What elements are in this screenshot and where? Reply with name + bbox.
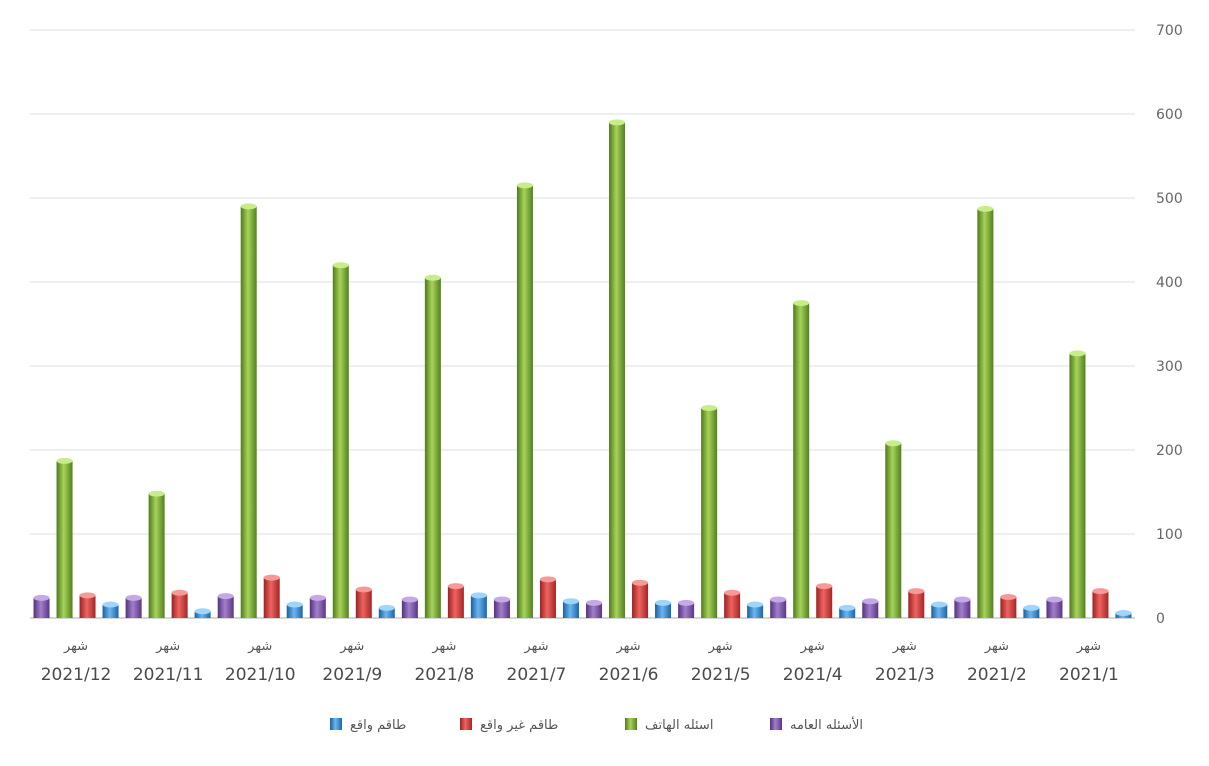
legend-label: اسئله الهاتف — [645, 718, 713, 733]
bar-phone-questions — [885, 440, 902, 618]
legend-label: طاقم غير واقع — [480, 718, 558, 733]
bar-staff-real — [562, 598, 579, 618]
bar-staff-not-real — [1000, 594, 1017, 618]
x-axis-labels: شهر 2021/1 شهر 2021/2 شهر 2021/3 شهر 2021/4 شهر 2… — [41, 639, 1119, 685]
legend-item: طاقم واقع — [330, 718, 406, 733]
bar-phone-questions — [56, 457, 73, 618]
y-tick-label: 200 — [1156, 443, 1183, 459]
x-tick-label-month: 2021/3 — [875, 665, 935, 685]
x-tick-label-prefix: شهر — [63, 639, 88, 654]
legend-item: اسئله الهاتف — [625, 718, 713, 733]
bar-phone-questions — [148, 490, 165, 618]
x-tick-label-month: 2021/4 — [783, 665, 843, 685]
x-tick-label-month: 2021/12 — [41, 665, 112, 685]
bar-phone-questions — [977, 205, 994, 619]
bar-staff-not-real — [816, 583, 833, 618]
x-tick-label-month: 2021/1 — [1059, 665, 1119, 685]
bar-staff-real — [747, 601, 764, 618]
bar-general-questions — [954, 596, 971, 618]
bar-staff-real — [1023, 604, 1040, 618]
y-tick-label: 700 — [1156, 23, 1183, 39]
bar-general-questions — [586, 599, 603, 618]
x-tick-label-prefix: شهر — [155, 639, 180, 654]
legend-swatch — [625, 718, 637, 730]
bars — [33, 119, 1132, 619]
x-tick-label-prefix: شهر — [431, 639, 456, 654]
bar-general-questions — [862, 598, 879, 618]
legend-label: طاقم واقع — [350, 718, 406, 733]
bar-staff-real — [839, 604, 856, 618]
x-tick-label-prefix: شهر — [892, 639, 917, 654]
x-tick-label-prefix: شهر — [800, 639, 825, 654]
x-tick-label-month: 2021/2 — [967, 665, 1027, 685]
y-tick-label: 100 — [1156, 527, 1183, 543]
bar-general-questions — [125, 594, 142, 618]
x-tick-label-prefix: شهر — [616, 639, 641, 654]
legend-item: طاقم غير واقع — [460, 718, 558, 733]
bar-general-questions — [309, 594, 326, 618]
bar-staff-not-real — [724, 589, 741, 618]
y-axis-ticks: 0 100 200 300 400 500 600 700 — [1156, 23, 1183, 627]
bar-staff-not-real — [908, 588, 925, 618]
bar-staff-not-real — [355, 586, 372, 618]
bar-phone-questions — [240, 203, 257, 618]
bar-general-questions — [678, 599, 695, 618]
legend-swatch — [460, 718, 472, 730]
bar-phone-questions — [793, 300, 810, 618]
x-tick-label-prefix: شهر — [1076, 639, 1101, 654]
y-tick-label: 500 — [1156, 191, 1183, 207]
bar-staff-not-real — [1092, 588, 1109, 618]
x-tick-label-month: 2021/6 — [599, 665, 659, 685]
bar-staff-not-real — [263, 574, 280, 618]
x-tick-label-month: 2021/9 — [322, 665, 382, 685]
bar-staff-not-real — [79, 592, 96, 618]
x-tick-label-month: 2021/8 — [414, 665, 474, 685]
x-tick-label-month: 2021/11 — [133, 665, 204, 685]
bar-phone-questions — [701, 405, 718, 618]
bar-staff-real — [194, 608, 211, 618]
x-tick-label-prefix: شهر — [247, 639, 272, 654]
gridlines — [30, 29, 1135, 619]
bar-staff-real — [378, 604, 395, 618]
bar-phone-questions — [424, 274, 441, 618]
x-tick-label-month: 2021/7 — [507, 665, 567, 685]
x-tick-label-month: 2021/5 — [691, 665, 751, 685]
bar-staff-real — [655, 599, 672, 618]
y-tick-label: 400 — [1156, 275, 1183, 291]
bar-staff-real — [931, 601, 948, 618]
bar-general-questions — [33, 594, 50, 618]
bar-phone-questions — [1069, 350, 1086, 618]
y-tick-label: 600 — [1156, 107, 1183, 123]
bar-staff-real — [1115, 609, 1132, 618]
bar-general-questions — [1046, 596, 1063, 618]
bar-phone-questions — [332, 262, 349, 618]
bar-staff-real — [470, 592, 487, 618]
y-tick-label: 0 — [1156, 611, 1165, 627]
bar-general-questions — [493, 596, 510, 618]
legend-item: الأسئله العامه — [770, 716, 863, 733]
bar-staff-real — [286, 601, 303, 618]
x-tick-label-month: 2021/10 — [225, 665, 296, 685]
legend-swatch — [770, 718, 782, 730]
x-tick-label-prefix: شهر — [984, 639, 1009, 654]
bar-staff-not-real — [447, 583, 464, 618]
bar-general-questions — [217, 593, 234, 618]
bar-staff-not-real — [539, 576, 556, 618]
bar-staff-not-real — [171, 589, 188, 618]
legend-swatch — [330, 718, 342, 730]
x-tick-label-prefix: شهر — [708, 639, 733, 654]
x-tick-label-prefix: شهر — [339, 639, 364, 654]
bar-phone-questions — [609, 119, 626, 619]
legend: طاقم واقع طاقم غير واقع اسئله الهاتف الأسئل… — [330, 716, 863, 733]
legend-label: الأسئله العامه — [790, 716, 863, 733]
bar-general-questions — [770, 596, 787, 618]
y-tick-label: 300 — [1156, 359, 1183, 375]
bar-staff-not-real — [632, 579, 649, 618]
x-tick-label-prefix: شهر — [523, 639, 548, 654]
bar-general-questions — [401, 596, 418, 618]
bar-phone-questions — [516, 182, 533, 618]
bar-staff-real — [102, 601, 119, 618]
